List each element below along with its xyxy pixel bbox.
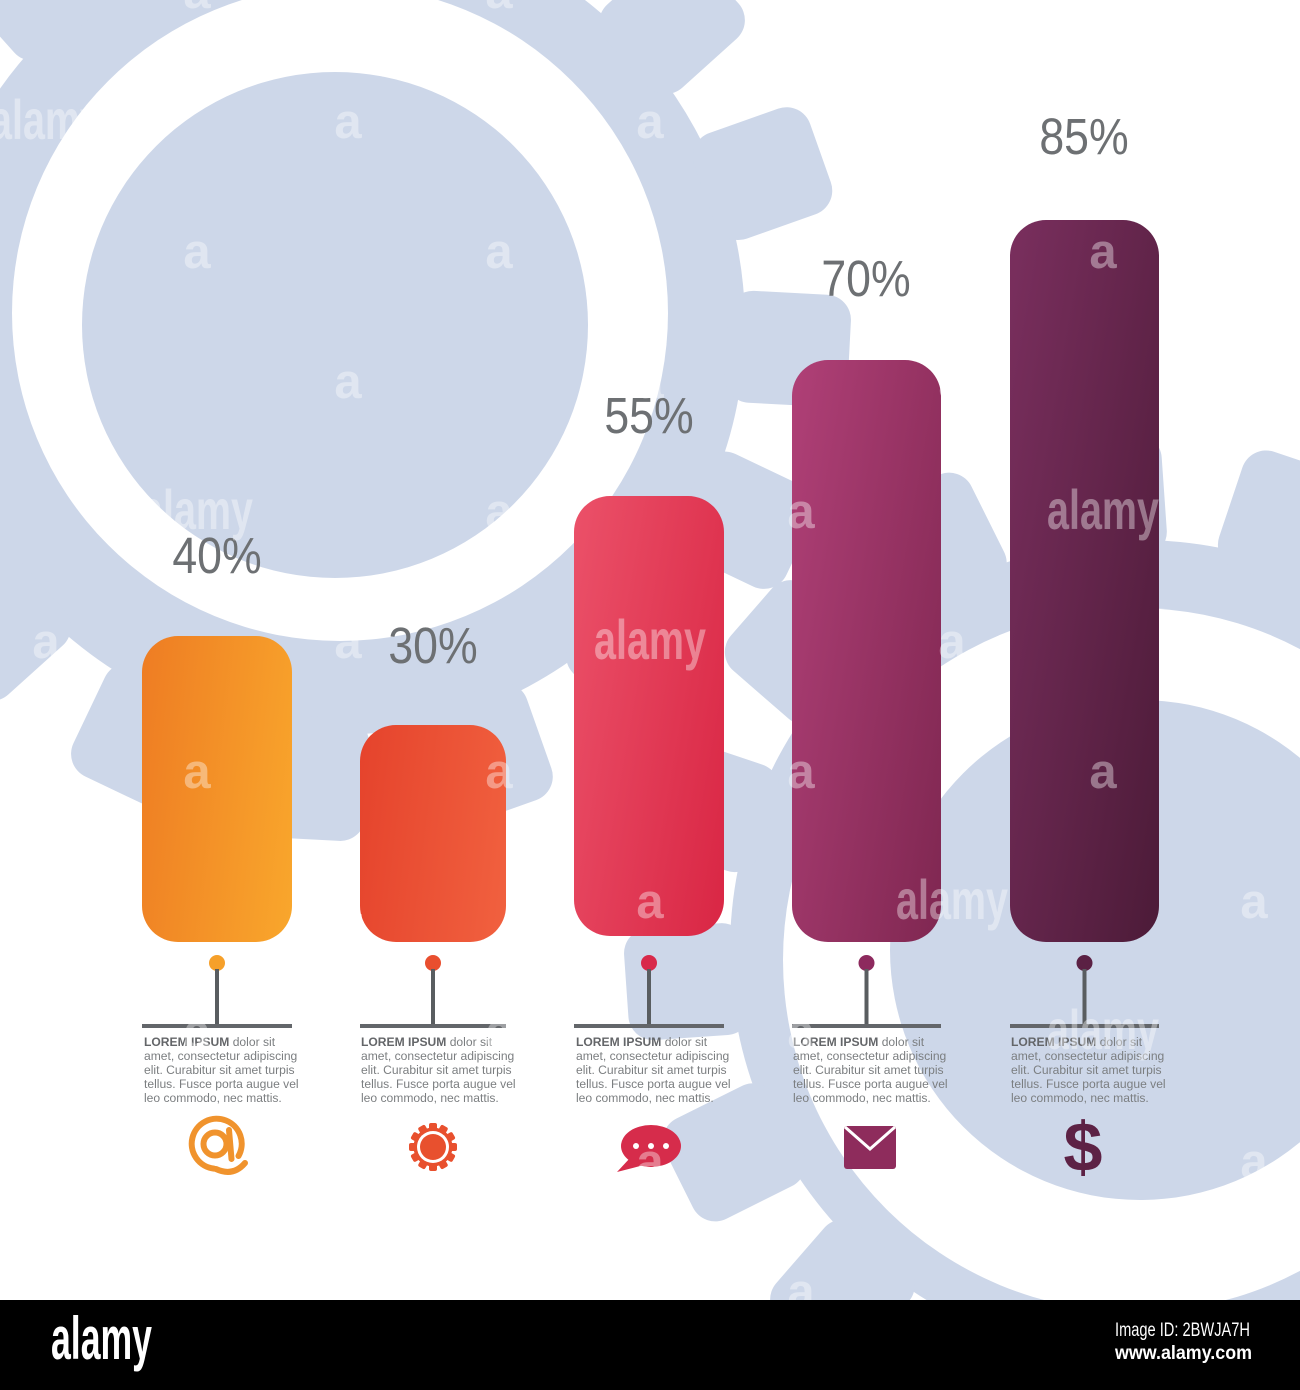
svg-text:alamy: alamy [896,868,1008,931]
svg-text:$: $ [1064,1108,1103,1186]
svg-text:a: a [334,615,362,669]
svg-text:a: a [485,0,513,19]
svg-text:a: a [485,225,513,279]
svg-text:a: a [938,615,966,669]
svg-text:a: a [1089,225,1117,279]
svg-text:a: a [32,355,60,409]
svg-text:a: a [1240,875,1268,929]
svg-text:a: a [787,745,815,799]
svg-text:alamy: alamy [0,88,102,151]
svg-text:www.alamy.com: www.alamy.com [1114,1342,1252,1364]
svg-text:a: a [183,0,211,19]
svg-text:a: a [938,355,966,409]
svg-text:a: a [183,225,211,279]
svg-text:a: a [183,745,211,799]
svg-text:a: a [1240,355,1268,409]
svg-text:a: a [183,1005,211,1059]
svg-text:a: a [1089,0,1117,19]
svg-text:alamy: alamy [1047,478,1159,541]
svg-text:a: a [938,95,966,149]
svg-text:a: a [787,485,815,539]
svg-text:a: a [485,1005,513,1059]
svg-text:a: a [334,95,362,149]
svg-text:a: a [1240,615,1268,669]
svg-text:a: a [334,355,362,409]
svg-text:a: a [32,875,60,929]
svg-text:a: a [485,485,513,539]
svg-text:a: a [485,745,513,799]
svg-text:alamy: alamy [51,1305,152,1372]
svg-text:a: a [938,1135,966,1189]
svg-text:a: a [32,1135,60,1189]
svg-text:a: a [1089,745,1117,799]
svg-text:a: a [636,95,664,149]
svg-text:alamy: alamy [141,478,253,541]
svg-text:a: a [636,1135,664,1189]
svg-text:alamy: alamy [1047,998,1159,1061]
svg-text:alamy: alamy [594,608,706,671]
svg-text:a: a [334,875,362,929]
svg-text:a: a [787,0,815,19]
svg-text:a: a [1240,1135,1268,1189]
svg-text:a: a [787,225,815,279]
svg-text:a: a [1240,95,1268,149]
svg-text:a: a [636,355,664,409]
svg-text:a: a [334,1135,362,1189]
svg-text:a: a [787,1005,815,1059]
svg-text:a: a [32,615,60,669]
svg-text:Image ID: 2BWJA7H: Image ID: 2BWJA7H [1115,1320,1250,1341]
svg-text:a: a [636,875,664,929]
